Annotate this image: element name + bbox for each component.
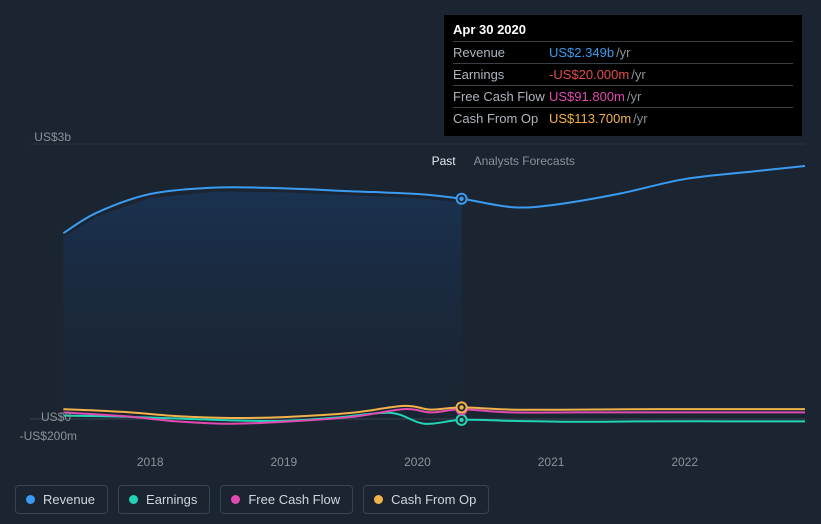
tooltip-row: Free Cash FlowUS$91.800m/yr: [453, 86, 793, 108]
fcf-dot-icon: [231, 495, 240, 504]
tooltip-row: Earnings-US$20.000m/yr: [453, 64, 793, 86]
legend-item-revenue[interactable]: Revenue: [15, 485, 108, 514]
tooltip-row-label: Revenue: [453, 42, 549, 64]
cfo-dot-icon: [374, 495, 383, 504]
tooltip-row-value: -US$20.000m/yr: [549, 64, 793, 86]
tooltip-date: Apr 30 2020: [453, 20, 793, 41]
tooltip-row-label: Free Cash Flow: [453, 86, 549, 108]
y-axis-label: US$3b: [11, 130, 71, 144]
tooltip-row-label: Earnings: [453, 64, 549, 86]
x-axis-label: 2019: [259, 455, 309, 469]
x-axis-label: 2021: [526, 455, 576, 469]
legend-item-fcf[interactable]: Free Cash Flow: [220, 485, 353, 514]
x-axis-label: 2022: [660, 455, 710, 469]
legend-item-label: Revenue: [43, 492, 95, 507]
chart-tooltip: Apr 30 2020 RevenueUS$2.349b/yrEarnings-…: [444, 15, 802, 136]
legend-item-label: Free Cash Flow: [248, 492, 340, 507]
legend-item-earnings[interactable]: Earnings: [118, 485, 210, 514]
section-label-past: Past: [432, 154, 456, 168]
tooltip-row-value: US$91.800m/yr: [549, 86, 793, 108]
tooltip-row: Cash From OpUS$113.700m/yr: [453, 108, 793, 130]
y-axis-label: US$0: [11, 410, 71, 424]
legend: Revenue Earnings Free Cash Flow Cash From O…: [15, 485, 489, 514]
tooltip-row-label: Cash From Op: [453, 108, 549, 130]
revenue-dot-icon: [26, 495, 35, 504]
legend-item-label: Cash From Op: [391, 492, 476, 507]
section-label-forecast: Analysts Forecasts: [474, 154, 575, 168]
y-axis-label: -US$200m: [7, 429, 77, 443]
legend-item-cfo[interactable]: Cash From Op: [363, 485, 489, 514]
tooltip-table: RevenueUS$2.349b/yrEarnings-US$20.000m/y…: [453, 41, 793, 129]
tooltip-row-value: US$113.700m/yr: [549, 108, 793, 130]
x-axis-label: 2020: [392, 455, 442, 469]
x-axis-label: 2018: [125, 455, 175, 469]
tooltip-row: RevenueUS$2.349b/yr: [453, 42, 793, 64]
tooltip-row-value: US$2.349b/yr: [549, 42, 793, 64]
legend-item-label: Earnings: [146, 492, 197, 507]
earnings-dot-icon: [129, 495, 138, 504]
